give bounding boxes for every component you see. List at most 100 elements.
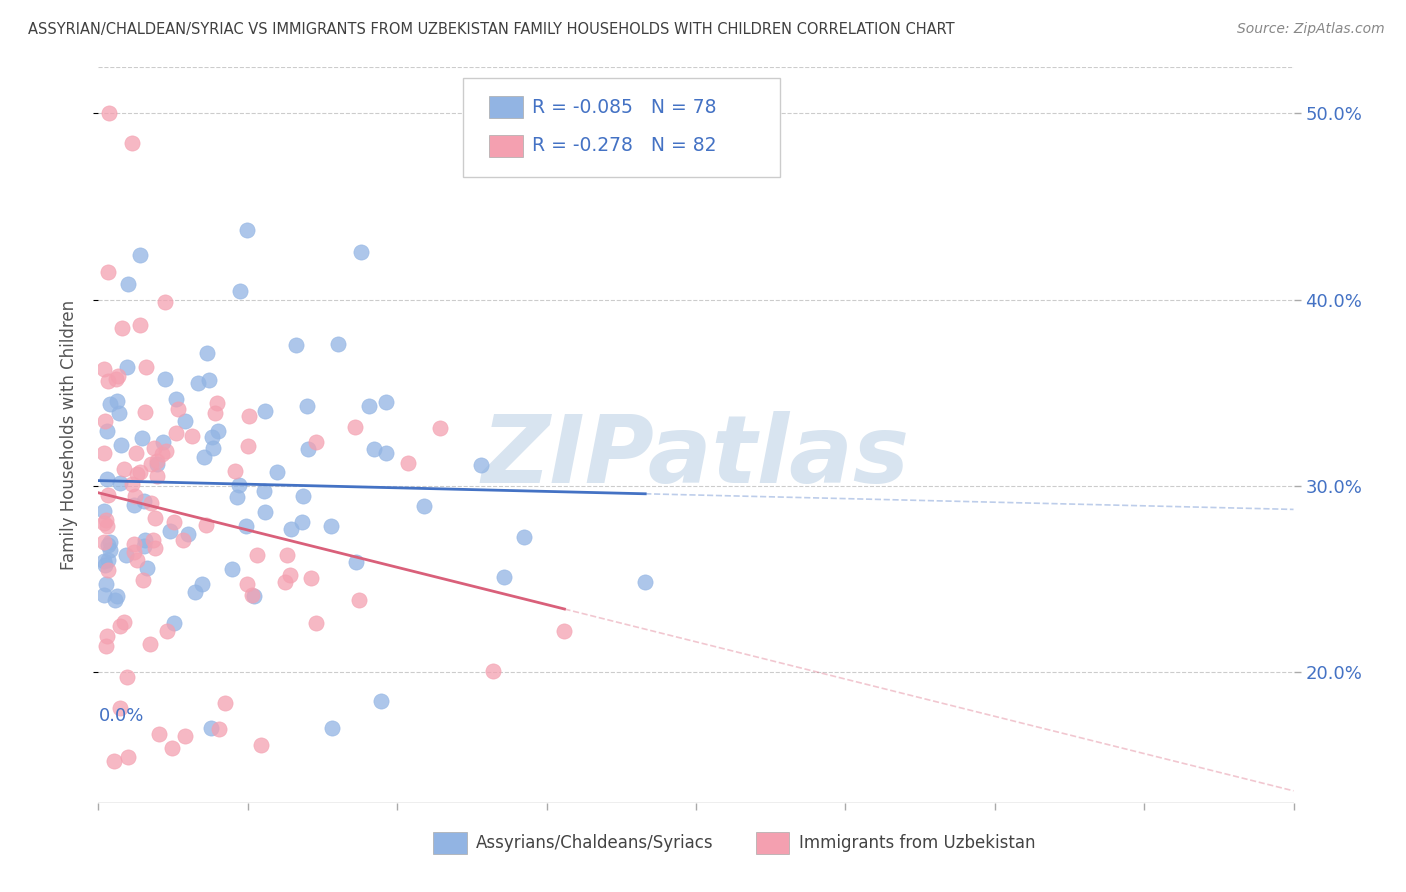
Point: [122, 498, 145, 512]
Point: [142, 441, 165, 455]
Point: [163, 615, 186, 630]
Point: [110, 438, 132, 452]
Point: [98, 535, 121, 549]
Point: [167, 402, 190, 417]
Point: [132, 494, 155, 508]
Point: [160, 740, 183, 755]
Point: [97, 265, 120, 279]
Point: [240, 588, 263, 602]
Point: [115, 548, 138, 562]
Point: [214, 696, 236, 710]
Point: [429, 421, 451, 435]
Point: [117, 277, 139, 291]
Point: [165, 392, 187, 406]
Point: [98, 396, 121, 410]
Point: [96, 629, 118, 643]
Point: [93, 554, 115, 568]
Point: [274, 574, 297, 589]
Point: [122, 544, 145, 558]
Point: [97, 375, 120, 389]
Point: [201, 441, 224, 455]
Point: [236, 577, 259, 591]
Point: [117, 359, 139, 374]
Point: [228, 478, 250, 492]
Point: [375, 394, 398, 409]
Text: R = -0.278   N = 82: R = -0.278 N = 82: [533, 136, 717, 155]
Point: [344, 556, 367, 570]
Point: [122, 537, 145, 551]
Point: [363, 442, 385, 456]
Point: [305, 616, 328, 631]
Point: [299, 571, 322, 585]
Point: [139, 458, 162, 472]
Point: [200, 721, 222, 735]
Point: [129, 318, 152, 332]
Point: [134, 405, 156, 419]
Point: [93, 504, 115, 518]
Point: [205, 395, 228, 409]
Point: [111, 321, 134, 335]
Point: [374, 446, 396, 460]
Point: [94, 414, 117, 428]
Text: Immigrants from Uzbekistan: Immigrants from Uzbekistan: [799, 834, 1035, 852]
Point: [107, 368, 129, 383]
Point: [146, 454, 169, 468]
Point: [112, 615, 135, 629]
Point: [357, 399, 380, 413]
FancyBboxPatch shape: [463, 78, 780, 178]
Point: [321, 721, 343, 735]
Point: [135, 359, 157, 374]
Point: [139, 496, 162, 510]
Point: [96, 519, 118, 533]
Point: [142, 533, 165, 547]
Point: [347, 593, 370, 607]
Point: [180, 428, 202, 442]
Point: [242, 589, 264, 603]
Point: [201, 430, 224, 444]
Point: [93, 361, 115, 376]
Point: [110, 701, 132, 715]
Point: [152, 434, 174, 449]
Point: [97, 488, 120, 502]
Point: [305, 435, 328, 450]
Point: [139, 637, 162, 651]
Point: [494, 570, 516, 584]
Point: [163, 515, 186, 529]
Point: [132, 573, 155, 587]
Point: [229, 284, 252, 298]
Point: [236, 223, 259, 237]
Point: [276, 548, 298, 562]
Point: [143, 511, 166, 525]
Point: [93, 446, 115, 460]
Point: [204, 406, 226, 420]
Point: [150, 447, 173, 461]
Point: [482, 664, 505, 678]
Point: [253, 483, 276, 498]
Point: [187, 376, 209, 391]
Point: [125, 446, 148, 460]
Point: [193, 450, 215, 465]
Point: [224, 464, 246, 478]
Point: [146, 468, 169, 483]
Point: [93, 588, 115, 602]
Point: [124, 489, 146, 503]
Point: [344, 420, 367, 434]
Point: [207, 425, 229, 439]
Point: [326, 336, 349, 351]
Point: [208, 722, 231, 736]
Point: [105, 589, 128, 603]
Point: [194, 517, 217, 532]
Point: [129, 248, 152, 262]
Point: [134, 533, 156, 547]
Point: [174, 729, 197, 743]
Point: [553, 624, 575, 639]
Point: [634, 575, 657, 590]
Point: [97, 106, 120, 120]
Text: Assyrians/Chaldeans/Syriacs: Assyrians/Chaldeans/Syriacs: [477, 834, 714, 852]
Point: [250, 738, 273, 752]
Point: [98, 542, 121, 557]
Point: [195, 345, 218, 359]
FancyBboxPatch shape: [489, 96, 523, 119]
Point: [396, 456, 419, 470]
Point: [108, 619, 131, 633]
